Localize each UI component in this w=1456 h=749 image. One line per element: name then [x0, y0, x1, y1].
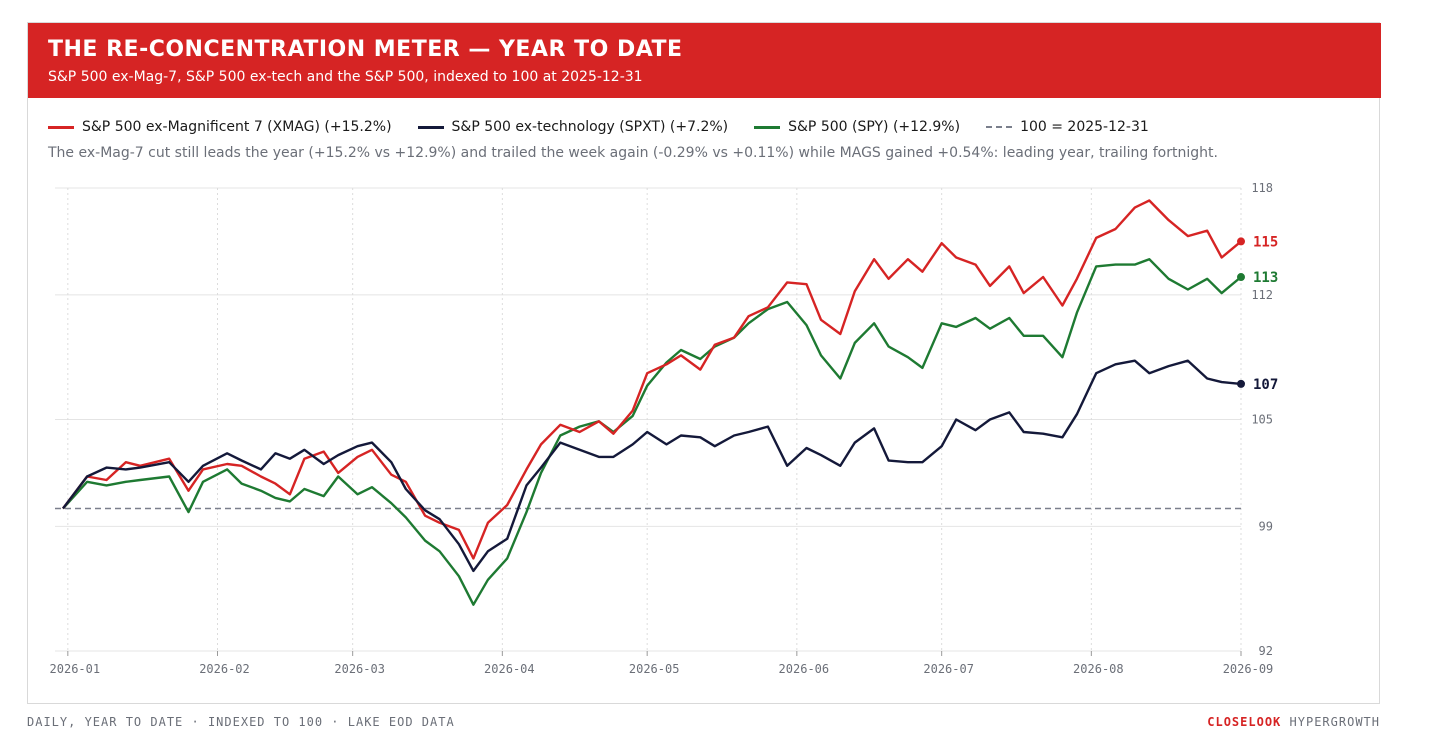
brand-suffix: HYPERGROWTH: [1289, 715, 1380, 729]
label-layer: 113 115 107: [1253, 234, 1278, 392]
x-tick-label: 2026-03: [334, 662, 385, 676]
legend: S&P 500 ex-Magnificent 7 (XMAG) (+15.2%)…: [48, 117, 1175, 137]
legend-label-xmag: S&P 500 ex-Magnificent 7 (XMAG) (+15.2%): [82, 119, 392, 135]
series-end-dot-0: [1237, 237, 1245, 246]
chart-card: THE RE-CONCENTRATION METER — YEAR TO DAT…: [27, 22, 1381, 704]
series-end-dot-2: [1237, 273, 1245, 282]
legend-swatch-spy: [754, 125, 781, 129]
y-tick-label: 118: [1251, 181, 1273, 195]
legend-swatch-spxt: [417, 125, 444, 129]
x-tick-label: 2026-01: [50, 662, 101, 676]
legend-item-xmag[interactable]: S&P 500 ex-Magnificent 7 (XMAG) (+15.2%): [48, 119, 392, 135]
x-tick-label: 2026-02: [199, 662, 250, 676]
series-end-label-1: 107: [1253, 377, 1278, 393]
x-tick-label: 2026-04: [484, 662, 535, 676]
series-line-2: [62, 258, 1242, 606]
y-tick-label: 112: [1251, 288, 1273, 302]
series-end-label-2: 113: [1253, 270, 1278, 286]
y-tick-label: 105: [1251, 413, 1273, 427]
series-line-0: [62, 199, 1242, 560]
series-end-dot-1: [1237, 379, 1245, 388]
brand-name: CLOSELOOK: [1207, 715, 1282, 729]
legend-label-baseline: 100 = 2025-12-31: [1020, 119, 1149, 135]
x-tick-label: 2026-09: [1223, 662, 1274, 676]
line-chart: 92 99 105 112 118 2026-01 2026-02 2026-03 2026-0…: [50, 181, 1279, 676]
grid-layer: 92 99 105 112 118 2026-01 2026-02 2026-03 2026-0…: [50, 181, 1274, 676]
legend-label-spy: S&P 500 (SPY) (+12.9%): [788, 119, 961, 135]
header-banner: THE RE-CONCENTRATION METER — YEAR TO DAT…: [28, 23, 1381, 98]
footer-brand: CLOSELOOK HYPERGROWTH: [1207, 715, 1380, 729]
x-tick-label: 2026-06: [779, 662, 830, 676]
legend-item-spy[interactable]: S&P 500 (SPY) (+12.9%): [754, 119, 960, 135]
legend-label-spxt: S&P 500 ex-technology (SPXT) (+7.2%): [451, 119, 729, 135]
legend-swatch-baseline: [986, 126, 1013, 128]
series-layer: [62, 199, 1245, 606]
legend-swatch-xmag: [48, 125, 74, 129]
chart-note: The ex-Mag-7 cut still leads the year (+…: [48, 145, 1218, 161]
chart-title: THE RE-CONCENTRATION METER — YEAR TO DAT…: [48, 37, 683, 62]
y-tick-label: 92: [1259, 644, 1273, 658]
y-tick-label: 99: [1259, 519, 1273, 533]
x-tick-label: 2026-08: [1073, 662, 1124, 676]
legend-item-baseline[interactable]: 100 = 2025-12-31: [986, 119, 1149, 135]
series-end-label-0: 115: [1253, 234, 1278, 250]
x-tick-label: 2026-07: [923, 662, 974, 676]
footer-source: DAILY, YEAR TO DATE · INDEXED TO 100 · L…: [27, 715, 455, 729]
x-tick-label: 2026-05: [629, 662, 680, 676]
series-line-1: [62, 359, 1242, 573]
chart-subtitle: S&P 500 ex-Mag-7, S&P 500 ex-tech and th…: [48, 69, 643, 85]
legend-item-spxt[interactable]: S&P 500 ex-technology (SPXT) (+7.2%): [417, 119, 729, 135]
